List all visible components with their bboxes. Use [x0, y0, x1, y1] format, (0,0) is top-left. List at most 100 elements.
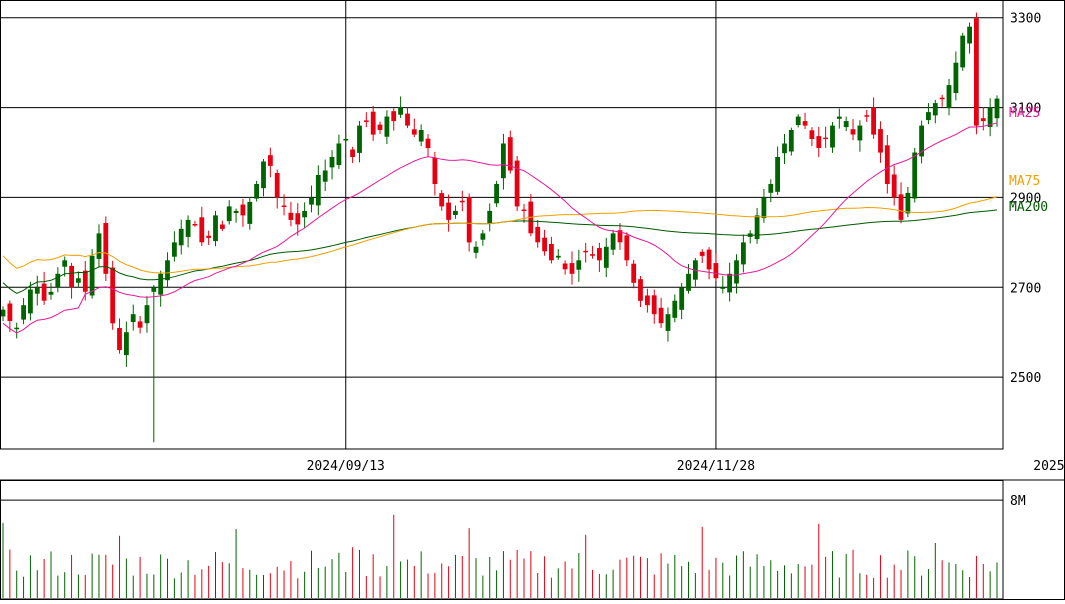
- candle-body: [302, 210, 307, 218]
- candle-body: [638, 279, 643, 301]
- candle-body: [843, 121, 849, 128]
- candle-body: [795, 116, 801, 125]
- candle-body: [967, 26, 972, 44]
- candle-body: [802, 121, 808, 126]
- candle-body: [21, 305, 26, 320]
- candle-body: [432, 157, 438, 184]
- candle-body: [288, 212, 294, 220]
- candle-body: [82, 270, 88, 292]
- candle-body: [898, 194, 904, 220]
- price-tick-label: 2500: [1010, 371, 1041, 386]
- candle-body: [816, 136, 822, 148]
- candle-body: [103, 223, 109, 274]
- candle-body: [788, 130, 794, 152]
- candle-body: [884, 145, 890, 184]
- candle-body: [514, 160, 520, 207]
- candle-body: [370, 111, 376, 135]
- candle-body: [562, 263, 568, 270]
- candle-body: [610, 233, 616, 250]
- candle-body: [261, 161, 266, 189]
- candle-body: [240, 204, 246, 216]
- candle-body: [117, 328, 122, 351]
- candle-body: [89, 255, 95, 296]
- candle-body: [473, 246, 479, 253]
- candle-body: [34, 287, 40, 294]
- candle-body: [151, 287, 157, 292]
- date-tick-label: 2025/02/14: [1033, 459, 1065, 474]
- price-tick-label: 2900: [1010, 191, 1041, 206]
- candle-body: [274, 173, 280, 198]
- candle-body: [28, 289, 33, 314]
- candle-body: [459, 200, 465, 203]
- candle-body: [535, 226, 541, 243]
- candle-body: [439, 193, 445, 207]
- price-tick-label: 2700: [1010, 281, 1041, 296]
- candle-body: [603, 246, 609, 268]
- candle-body: [315, 175, 321, 206]
- candle-body: [980, 118, 986, 122]
- candle-body: [329, 157, 335, 168]
- candle-body: [425, 138, 431, 149]
- candle-body: [939, 97, 945, 100]
- candle-body: [480, 233, 486, 240]
- candle-body: [555, 255, 561, 258]
- candle-body: [974, 18, 979, 126]
- candle-body: [110, 267, 116, 324]
- candle-body: [645, 295, 650, 306]
- candle-body: [850, 129, 856, 135]
- candle-body: [391, 111, 397, 122]
- candle-body: [734, 260, 739, 284]
- candle-body: [309, 197, 314, 205]
- candle-body: [384, 116, 390, 137]
- candle-body: [686, 273, 691, 291]
- candle-body: [713, 263, 719, 279]
- candle-body: [617, 230, 623, 243]
- price-tick-label: 3300: [1010, 12, 1041, 27]
- candle-body: [672, 300, 678, 318]
- candle-body: [343, 139, 349, 141]
- candle-body: [912, 152, 918, 199]
- candle-body: [905, 192, 911, 214]
- candle-body: [761, 197, 767, 219]
- candle-body: [41, 283, 47, 301]
- candle-body: [699, 251, 705, 256]
- candle-body: [932, 103, 938, 116]
- candle-body: [864, 115, 870, 117]
- candle-body: [501, 143, 506, 179]
- candle-body: [144, 305, 150, 324]
- candle-body: [706, 249, 712, 270]
- candle-body: [720, 287, 726, 289]
- candle-body: [158, 273, 164, 295]
- candle-body: [172, 242, 177, 257]
- candle-body: [597, 248, 602, 261]
- candle-body: [507, 137, 513, 171]
- candle-body: [919, 125, 924, 157]
- candle-body: [946, 85, 952, 109]
- candle-body: [411, 129, 417, 135]
- candle-body: [453, 210, 458, 215]
- candle-body: [226, 206, 232, 222]
- candle-body: [823, 137, 828, 140]
- candle-body: [583, 250, 589, 253]
- candle-body: [857, 125, 863, 141]
- candle-body: [233, 210, 239, 213]
- candle-body: [7, 303, 13, 321]
- candle-body: [590, 254, 595, 256]
- candle-body: [754, 215, 760, 240]
- candle-body: [76, 278, 81, 283]
- candle-body: [542, 237, 547, 252]
- candle-body: [62, 260, 68, 267]
- date-tick-label: 2024/09/13: [307, 459, 385, 474]
- candle-body: [48, 291, 54, 295]
- candle-body: [624, 235, 630, 261]
- candle-body: [836, 116, 842, 119]
- candle-body: [658, 307, 664, 324]
- candle-body: [830, 125, 835, 148]
- date-tick-label: 2024/11/28: [677, 459, 755, 474]
- candle-body: [960, 35, 966, 68]
- candle-body: [137, 321, 143, 328]
- legend-ma75: MA75: [1009, 174, 1040, 189]
- candle-body: [782, 143, 787, 154]
- candle-body: [878, 129, 883, 153]
